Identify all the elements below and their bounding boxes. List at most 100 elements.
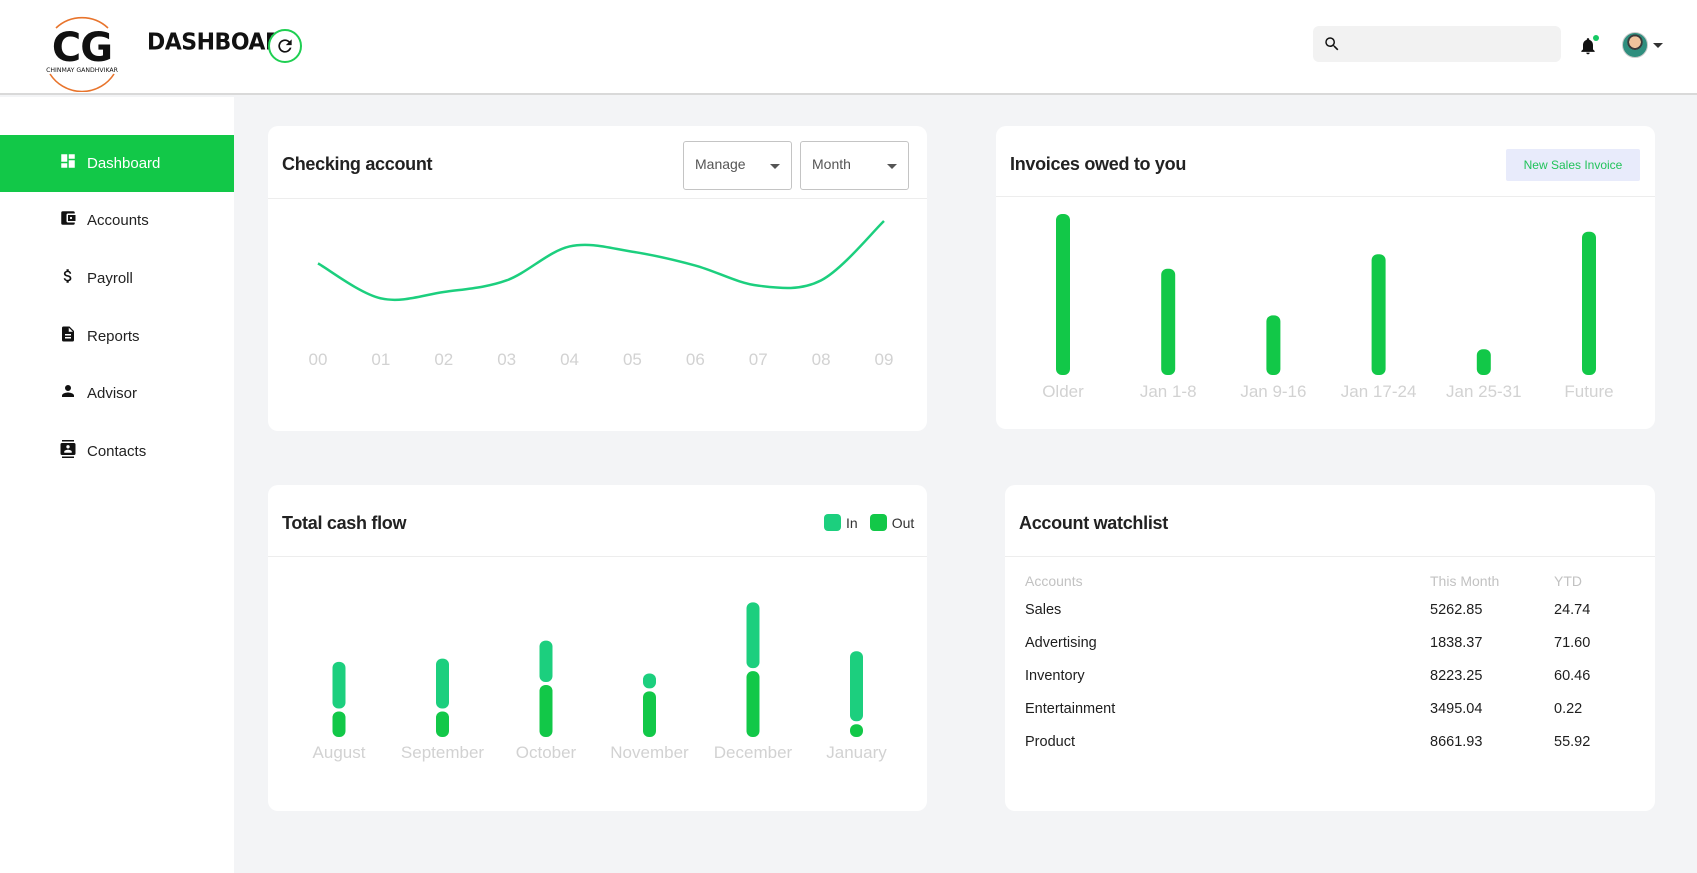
column-header-accounts: Accounts bbox=[1025, 573, 1083, 589]
table-row[interactable]: Advertising 1838.37 71.60 bbox=[1025, 626, 1625, 659]
x-tick-label: 04 bbox=[560, 350, 579, 369]
bar-in bbox=[643, 673, 656, 689]
user-menu[interactable] bbox=[1622, 32, 1663, 58]
chevron-down-icon bbox=[1653, 42, 1663, 48]
contacts-icon bbox=[59, 439, 77, 458]
sidebar-item-label: Dashboard bbox=[87, 155, 161, 172]
card-title: Total cash flow bbox=[282, 513, 407, 533]
ytd-value: 71.60 bbox=[1554, 634, 1591, 651]
dollar-icon bbox=[59, 267, 77, 285]
month-select[interactable]: Month bbox=[800, 141, 909, 190]
table-row[interactable]: Inventory 8223.25 60.46 bbox=[1025, 659, 1625, 692]
bar-out bbox=[850, 724, 863, 737]
x-tick-label: 02 bbox=[434, 350, 453, 369]
legend-label-in: In bbox=[846, 514, 858, 531]
bar bbox=[1582, 231, 1596, 375]
this-month-value: 1838.37 bbox=[1430, 634, 1483, 651]
account-watchlist-card: Account watchlist Accounts This Month YT… bbox=[1005, 485, 1655, 811]
search-icon bbox=[1325, 37, 1339, 51]
x-tick-label: Jan 9-16 bbox=[1240, 382, 1306, 401]
sidebar-item-label: Accounts bbox=[87, 212, 149, 229]
x-tick-label: Jan 1-8 bbox=[1140, 382, 1197, 401]
bar-in bbox=[332, 661, 346, 709]
card-header bbox=[268, 126, 927, 199]
watchlist-table: Accounts This Month YTD Sales 5262.85 24… bbox=[1025, 569, 1625, 758]
x-tick-label: 06 bbox=[686, 350, 705, 369]
checking-line-chart: 00 01 02 03 04 05 06 07 08 09 bbox=[309, 220, 894, 369]
refresh-button[interactable] bbox=[268, 29, 302, 63]
this-month-value: 8223.25 bbox=[1430, 667, 1483, 684]
sidebar-item-reports[interactable]: Reports bbox=[0, 308, 234, 365]
bar-in bbox=[436, 658, 449, 709]
manage-select[interactable]: Manage bbox=[683, 141, 792, 190]
account-name: Inventory bbox=[1025, 667, 1085, 684]
sidebar-item-advisor[interactable]: Advisor bbox=[0, 365, 234, 422]
bar bbox=[1161, 268, 1176, 375]
account-name: Product bbox=[1025, 733, 1075, 750]
wallet-icon bbox=[59, 209, 77, 227]
card-title: Checking account bbox=[282, 154, 433, 174]
ytd-value: 24.74 bbox=[1554, 601, 1591, 618]
sidebar: Dashboard Accounts Payroll Reports Advis… bbox=[0, 97, 234, 873]
sidebar-item-contacts[interactable]: Contacts bbox=[0, 423, 234, 480]
x-tick-label: September bbox=[401, 743, 484, 762]
cash-flow-bar-chart: August September October November December Ja… bbox=[313, 602, 887, 762]
bell-icon bbox=[1581, 38, 1595, 55]
invoices-bar-chart: Older Jan 1-8 Jan 9-16 Jan 17-24 Jan 25-31 Fu… bbox=[1042, 214, 1614, 401]
sidebar-item-label: Contacts bbox=[87, 443, 147, 460]
bar-in bbox=[746, 602, 760, 669]
month-select-value: Month bbox=[812, 156, 851, 172]
sidebar-item-accounts[interactable]: Accounts bbox=[0, 192, 234, 249]
x-tick-label: 07 bbox=[749, 350, 768, 369]
bar-in bbox=[539, 640, 553, 682]
this-month-value: 5262.85 bbox=[1430, 601, 1483, 618]
new-sales-invoice-button[interactable]: New Sales Invoice bbox=[1506, 149, 1640, 181]
dashboard-icon bbox=[59, 152, 77, 170]
this-month-value: 3495.04 bbox=[1430, 700, 1483, 717]
x-tick-label: October bbox=[516, 743, 577, 762]
bar-in bbox=[850, 651, 863, 722]
logo-initials: CG bbox=[52, 25, 112, 71]
column-header-ytd: YTD bbox=[1554, 573, 1582, 589]
avatar[interactable] bbox=[1622, 32, 1648, 58]
x-tick-label: 03 bbox=[497, 350, 516, 369]
bar bbox=[1056, 214, 1070, 375]
x-tick-label: 01 bbox=[371, 350, 390, 369]
invoices-card: Invoices owed to you New Sales Invoice O… bbox=[996, 126, 1655, 429]
x-tick-label: 05 bbox=[623, 350, 642, 369]
person-icon bbox=[59, 382, 77, 400]
bar-out bbox=[746, 671, 760, 737]
logo[interactable]: CG CHINMAY GANDHVIKAR bbox=[38, 8, 126, 92]
search-bar[interactable] bbox=[1313, 26, 1561, 62]
card-title: Invoices owed to you bbox=[1010, 154, 1187, 174]
x-tick-label: December bbox=[714, 743, 793, 762]
sidebar-item-label: Reports bbox=[87, 328, 140, 345]
cash-flow-card: Total cash flow In Out August September Oc… bbox=[268, 485, 927, 811]
bar-out bbox=[436, 711, 449, 737]
series-line bbox=[317, 220, 885, 302]
sidebar-item-dashboard[interactable]: Dashboard bbox=[0, 135, 234, 192]
x-tick-label: Jan 25-31 bbox=[1446, 382, 1522, 401]
card-header bbox=[1005, 485, 1655, 557]
table-row[interactable]: Product 8661.93 55.92 bbox=[1025, 725, 1625, 758]
ytd-value: 0.22 bbox=[1554, 700, 1583, 717]
search-input[interactable] bbox=[1349, 36, 1549, 52]
account-name: Entertainment bbox=[1025, 700, 1116, 717]
notifications-button[interactable] bbox=[1578, 35, 1599, 57]
table-row[interactable]: Entertainment 3495.04 0.22 bbox=[1025, 692, 1625, 725]
x-tick-label: 00 bbox=[309, 350, 328, 369]
bar-out bbox=[643, 691, 656, 737]
table-header-row: Accounts This Month YTD bbox=[1025, 569, 1625, 593]
x-tick-label: November bbox=[610, 743, 689, 762]
ytd-value: 55.92 bbox=[1554, 733, 1591, 750]
checking-account-card: Checking account Manage Month 00 01 02 03 04… bbox=[268, 126, 927, 431]
x-tick-label: August bbox=[313, 743, 366, 762]
table-row[interactable]: Sales 5262.85 24.74 bbox=[1025, 593, 1625, 626]
card-title: Account watchlist bbox=[1019, 513, 1168, 533]
bar-out bbox=[332, 711, 346, 737]
x-tick-label: 09 bbox=[875, 350, 894, 369]
chevron-down-icon bbox=[770, 164, 780, 169]
bar bbox=[1371, 254, 1386, 375]
account-name: Sales bbox=[1025, 601, 1062, 618]
sidebar-item-payroll[interactable]: Payroll bbox=[0, 250, 234, 307]
